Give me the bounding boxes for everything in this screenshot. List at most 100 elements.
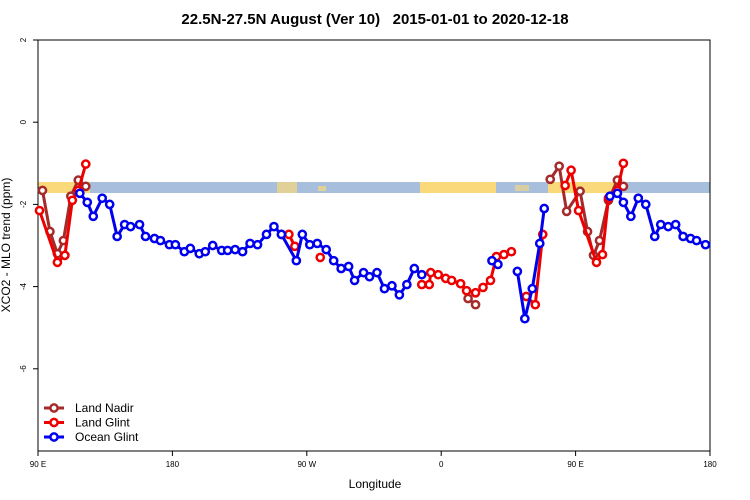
point [655,219,666,230]
point [82,197,93,208]
x-tick-label: 0 [439,460,444,469]
point [276,229,287,240]
point [678,231,688,242]
point [594,235,605,246]
point [394,289,405,300]
legend-marker [49,403,59,413]
point [312,238,323,249]
point [433,269,444,280]
series-line [78,191,707,320]
point [402,279,412,290]
point [626,211,636,222]
point [649,231,660,242]
point [663,221,674,232]
point [573,205,584,216]
point [425,267,436,278]
point [545,174,556,185]
point [561,206,572,217]
point [222,245,233,256]
point [691,235,702,246]
point [416,269,427,280]
point [554,161,565,172]
point [336,263,346,274]
point [230,244,240,255]
point [37,185,48,196]
point [591,257,602,268]
point [97,193,108,204]
point [519,313,530,324]
point [140,231,151,242]
point [284,229,294,240]
point [343,261,354,272]
point [618,158,629,169]
point [245,238,255,249]
point [170,239,181,250]
point [88,211,99,222]
point [34,205,45,216]
point [387,280,397,291]
x-tick-label: 180 [703,460,717,469]
point [499,249,509,260]
point [575,186,585,197]
legend-marker [49,417,59,428]
point [104,199,115,210]
point [700,239,711,250]
point [534,238,545,249]
point [539,203,550,214]
point [185,243,196,254]
point [455,278,466,289]
point [207,240,218,251]
land-mask-strip [38,182,710,193]
point [527,283,538,294]
point [60,250,70,261]
point [372,267,382,278]
point [493,259,503,270]
point [125,221,136,232]
point [560,180,570,191]
point [446,275,457,286]
point [112,231,122,242]
point [424,279,435,290]
point [463,293,473,304]
legend-label: Land Glint [75,416,130,430]
point [269,221,279,232]
x-tick-label: 90 E [30,460,46,469]
point [304,239,315,250]
x-tick-label: 90 W [297,460,316,469]
y-tick-label: -4 [19,282,28,290]
point [328,255,339,266]
point [67,195,78,206]
point [297,229,308,240]
y-tick-label: -6 [19,365,28,373]
point [618,197,629,208]
point [349,275,360,286]
point [470,299,481,310]
point [315,252,326,263]
point [74,188,85,199]
point [633,193,644,204]
point [478,282,488,293]
point [252,239,263,250]
y-tick-label: 2 [19,37,28,42]
y-tick-label: -2 [19,200,28,208]
point [379,283,390,294]
point [506,246,517,257]
point [597,249,608,260]
point [605,191,615,202]
point [461,285,472,296]
point [134,219,145,230]
y-tick-label: 0 [19,119,28,124]
point [512,266,523,277]
point [321,244,332,255]
point [670,219,681,230]
x-tick-label: 180 [166,460,180,469]
y-axis-label: XCO2 - MLO trend (ppm) [0,178,13,313]
x-axis-label: Longitude [349,477,402,491]
legend-label: Land Nadir [75,401,134,415]
point [80,159,91,169]
point [237,246,248,257]
point [566,165,576,176]
x-tick-label: 90 E [567,460,583,469]
point [470,287,481,298]
